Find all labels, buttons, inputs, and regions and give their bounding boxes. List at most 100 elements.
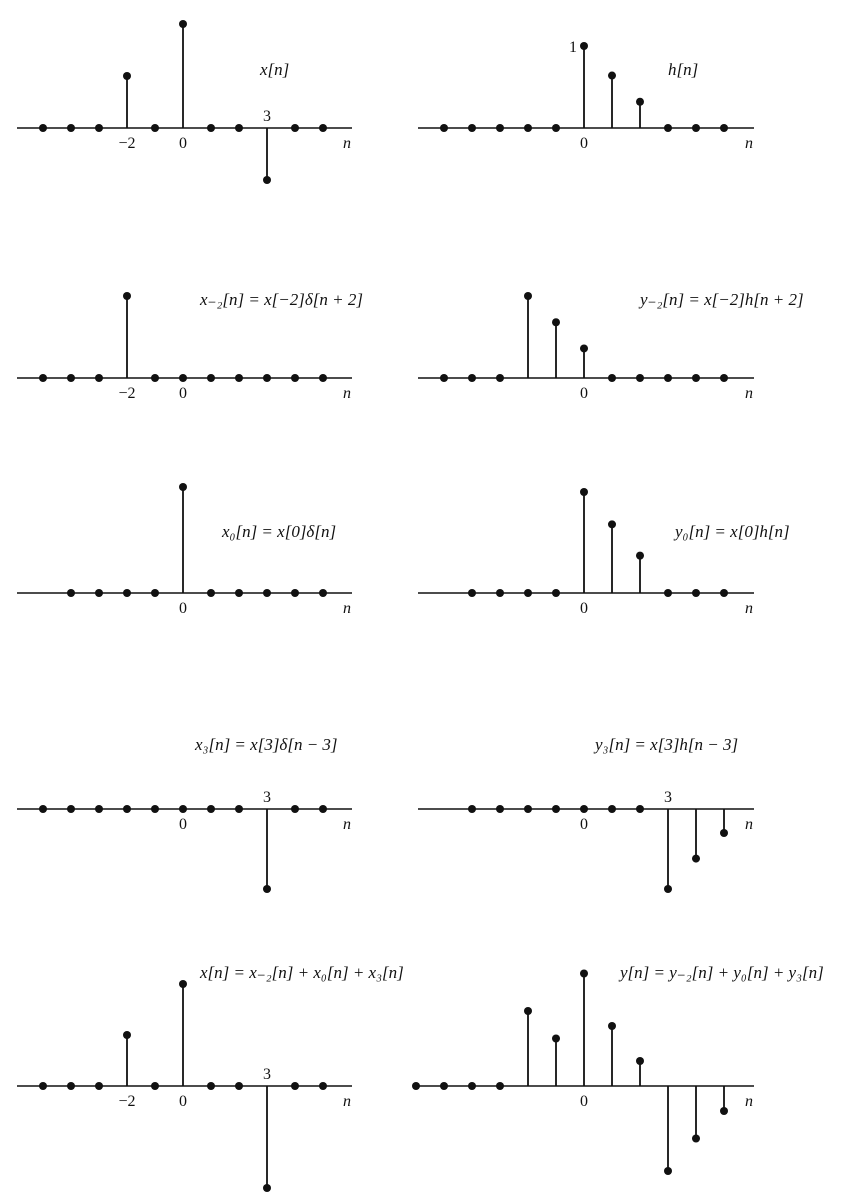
sample-dot [552,589,560,597]
sample-dot [636,1057,644,1065]
sample-dot [496,805,504,813]
sample-dot [496,374,504,382]
sample-dot [720,1107,728,1115]
sample-dot [664,589,672,597]
sample-dot [468,589,476,597]
sample-dot [468,124,476,132]
stem-plot-panel: 0 3 n y₃[n] = x[3]h[n − 3] [418,735,754,893]
sample-dot [151,124,159,132]
sample-dot [524,292,532,300]
tick-label: 0 [179,385,187,402]
stem-plot-panel: 0 n y₋₂[n] = x[−2]h[n + 2] [418,290,804,402]
tick-label: −2 [118,385,135,402]
sample-dot [67,589,75,597]
sample-dot [720,829,728,837]
sample-dot [636,97,644,106]
sample-dot [39,1082,47,1090]
sample-dot [692,124,700,132]
sample-dot [263,374,271,382]
sample-dot [524,589,532,597]
sample-dot [291,124,299,132]
sample-dot [123,292,131,300]
stem-plot-panel: 0 n y[n] = y₋₂[n] + y₀[n] + y₃[n] [412,963,824,1175]
sample-dot [664,374,672,382]
sample-dot [151,805,159,813]
sample-dot [207,589,215,597]
tick-label: 0 [179,1093,187,1110]
sample-dot [263,176,271,184]
sample-dot [664,885,672,893]
tick-label: 1 [569,39,577,56]
sample-dot [524,805,532,813]
sample-dot [95,589,103,597]
tick-label: 3 [263,789,271,806]
sample-dot [179,483,187,491]
sample-dot [179,20,187,28]
sample-dot [179,374,187,382]
sample-dot [95,374,103,382]
stem-plot-panel: 0 3 n x₃[n] = x[3]δ[n − 3] [17,735,352,893]
sample-dot [179,980,187,988]
sample-dot [235,805,243,813]
stem-plot-panel: 0 1 n h[n] [418,39,754,152]
sample-dot [263,885,271,893]
sample-dot [235,1082,243,1090]
sample-dot [123,72,131,80]
stem-plot-panel: 0 n x₀[n] = x[0]δ[n] [17,483,352,617]
signal-equation: h[n] [668,60,698,79]
sample-dot [720,589,728,597]
signal-equation: y₀[n] = x[0]h[n] [673,522,790,541]
tick-label: 0 [580,1093,588,1110]
axis-label-n: n [745,816,753,833]
sample-dot [552,1034,560,1043]
sample-dot [552,318,560,327]
sample-dot [440,1082,448,1090]
sample-dot [95,805,103,813]
sample-dot [291,805,299,813]
sample-dot [580,969,588,978]
sample-dot [692,1134,700,1143]
sample-dot [151,1082,159,1090]
sample-dot [580,488,588,496]
tick-label: 0 [580,600,588,617]
signal-equation: x[n] [259,60,289,79]
sample-dot [720,374,728,382]
sample-dot [319,589,327,597]
sample-dot [95,124,103,132]
sample-dot [291,1082,299,1090]
sample-dot [468,1082,476,1090]
axis-label-n: n [745,600,753,617]
sample-dot [235,589,243,597]
sample-dot [39,805,47,813]
sample-dot [608,71,616,80]
sample-dot [524,124,532,132]
axis-label-n: n [343,1093,351,1110]
sample-dot [636,551,644,560]
sample-dot [580,344,588,353]
tick-label: −2 [118,135,135,152]
sample-dot [151,374,159,382]
sample-dot [319,1082,327,1090]
tick-label: 3 [664,789,672,806]
tick-label: 3 [263,108,271,125]
signal-equation: y[n] = y₋₂[n] + y₀[n] + y₃[n] [618,963,824,982]
tick-label: −2 [118,1093,135,1110]
stem-plot-panel: −2 0 3 n x[n] = x₋₂[n] + x₀[n] + x₃[n] [17,963,404,1192]
axis-label-n: n [343,385,351,402]
tick-label: 0 [580,385,588,402]
sample-dot [692,854,700,863]
sample-dot [636,374,644,382]
sample-dot [123,1031,131,1039]
sample-dot [608,1022,616,1030]
sample-dot [263,1184,271,1192]
axis-label-n: n [343,816,351,833]
sample-dot [608,374,616,382]
sample-dot [39,374,47,382]
sample-dot [235,124,243,132]
stem-plot-panel: 0 n y₀[n] = x[0]h[n] [418,488,790,617]
sample-dot [468,374,476,382]
sample-dot [720,124,728,132]
sample-dot [496,1082,504,1090]
stem-plot-panel: −2 0 3 n x[n] [17,20,352,184]
axis-label-n: n [745,385,753,402]
